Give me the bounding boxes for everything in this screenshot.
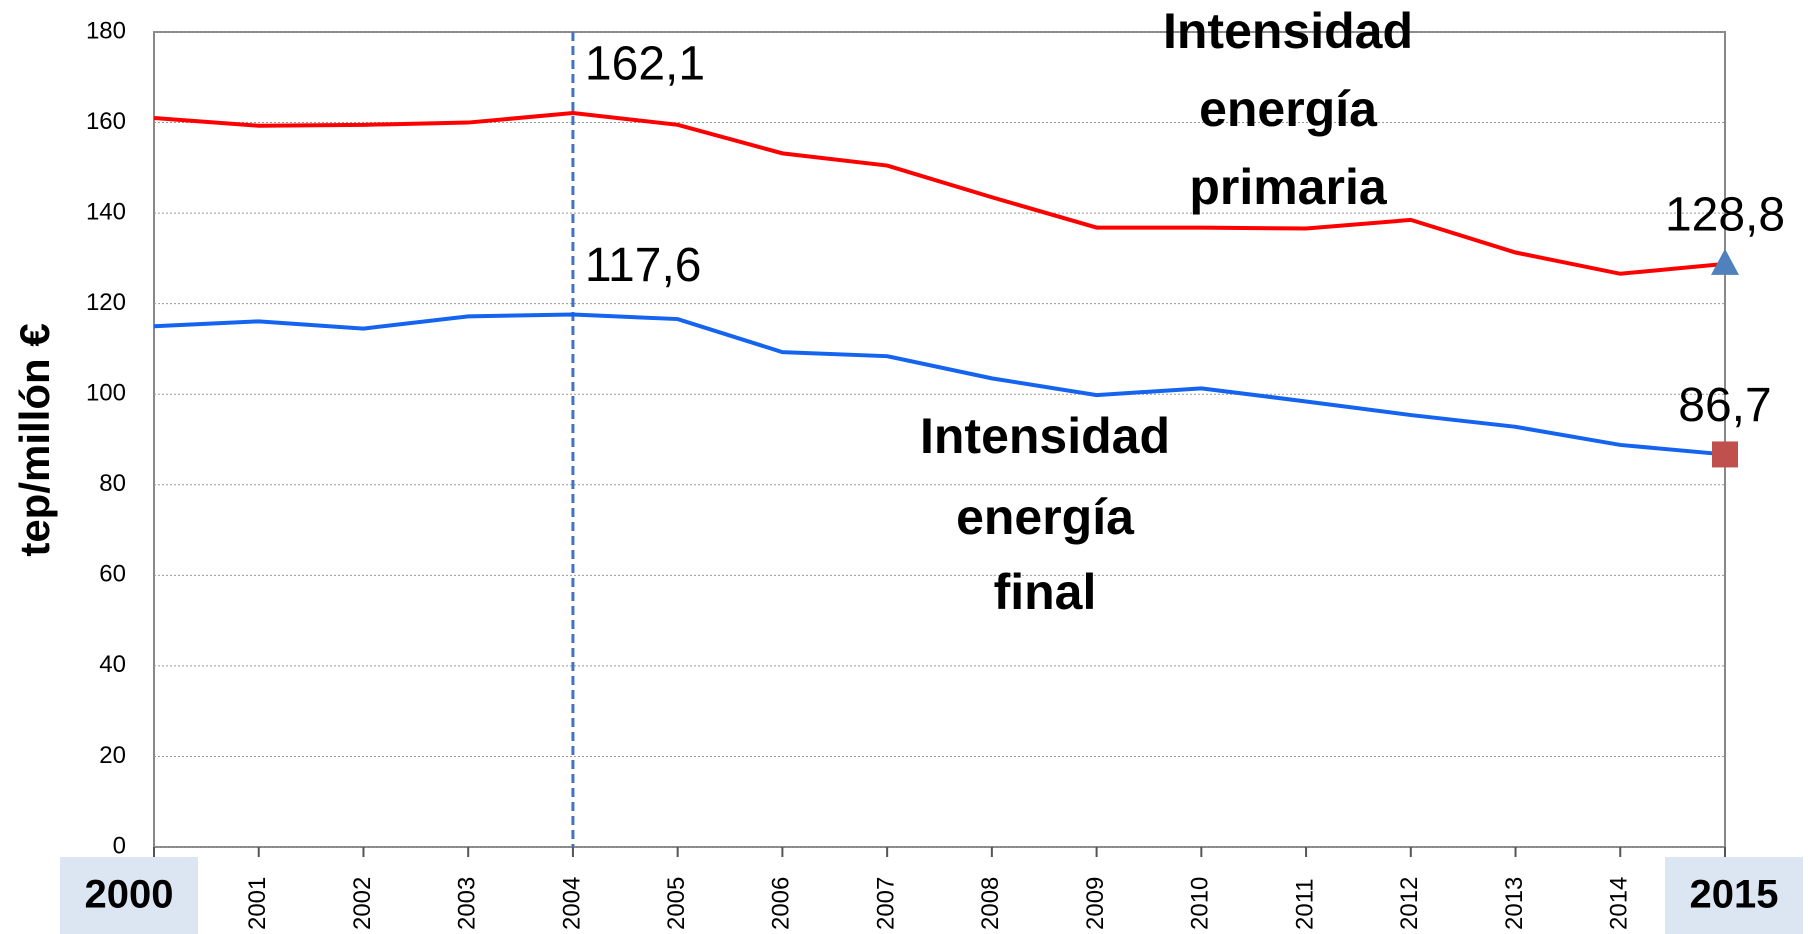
plot-area xyxy=(153,31,1726,848)
y-tick-label: 180 xyxy=(86,17,126,44)
end-marker xyxy=(1712,441,1738,468)
series-label-line: energía xyxy=(956,489,1135,545)
x-tick-label: 2000 xyxy=(85,873,174,917)
x-tick-label: 2010 xyxy=(1187,877,1214,930)
series-line xyxy=(153,111,1726,276)
x-tick-label: 2004 xyxy=(558,877,585,930)
data-label: 86,7 xyxy=(1678,379,1771,432)
y-tick-label: 40 xyxy=(99,651,126,678)
series-line xyxy=(153,312,1726,457)
x-tick-label: 2015 xyxy=(1690,873,1779,917)
series-label-line: final xyxy=(994,564,1097,620)
x-tick-label: 2013 xyxy=(1501,877,1528,930)
y-tick-label: 80 xyxy=(99,470,126,497)
y-tick-label: 60 xyxy=(99,561,126,588)
series-label: Intensidad energía primaria xyxy=(1163,3,1413,215)
x-tick-label: 2009 xyxy=(1082,877,1109,930)
x-tick-label: 2008 xyxy=(977,877,1004,930)
x-tick-label: 2006 xyxy=(768,877,795,930)
x-tick-label: 2002 xyxy=(349,877,376,930)
series-label-line: primaria xyxy=(1189,159,1388,215)
y-tick-label: 140 xyxy=(86,198,126,225)
x-tick-highlight xyxy=(60,857,198,934)
series-label-line: Intensidad xyxy=(920,408,1170,464)
y-tick-label: 0 xyxy=(113,832,126,859)
y-tick-label: 120 xyxy=(86,289,126,316)
data-label: 128,8 xyxy=(1665,188,1785,241)
x-tick-label: 2014 xyxy=(1606,877,1633,930)
x-tick-label: 2005 xyxy=(663,877,690,930)
series-label-line: energía xyxy=(1199,81,1378,137)
x-tick-label: 2012 xyxy=(1396,877,1423,930)
x-tick-label: 2001 xyxy=(244,877,271,930)
end-marker xyxy=(1711,248,1739,275)
series-label: Intensidad energía final xyxy=(920,408,1170,620)
y-tick-label: 100 xyxy=(86,380,126,407)
x-tick-label: 2003 xyxy=(454,877,481,930)
y-tick-label: 20 xyxy=(99,742,126,769)
series-label-line: Intensidad xyxy=(1163,3,1413,59)
y-tick-label: 160 xyxy=(86,108,126,135)
y-axis-label: tep/millón € xyxy=(11,323,58,556)
x-tick-label: 2007 xyxy=(872,877,899,930)
x-tick-label: 2011 xyxy=(1291,878,1318,930)
data-label: 162,1 xyxy=(585,38,705,91)
x-tick-highlight xyxy=(1665,857,1803,934)
data-label: 117,6 xyxy=(585,239,702,292)
